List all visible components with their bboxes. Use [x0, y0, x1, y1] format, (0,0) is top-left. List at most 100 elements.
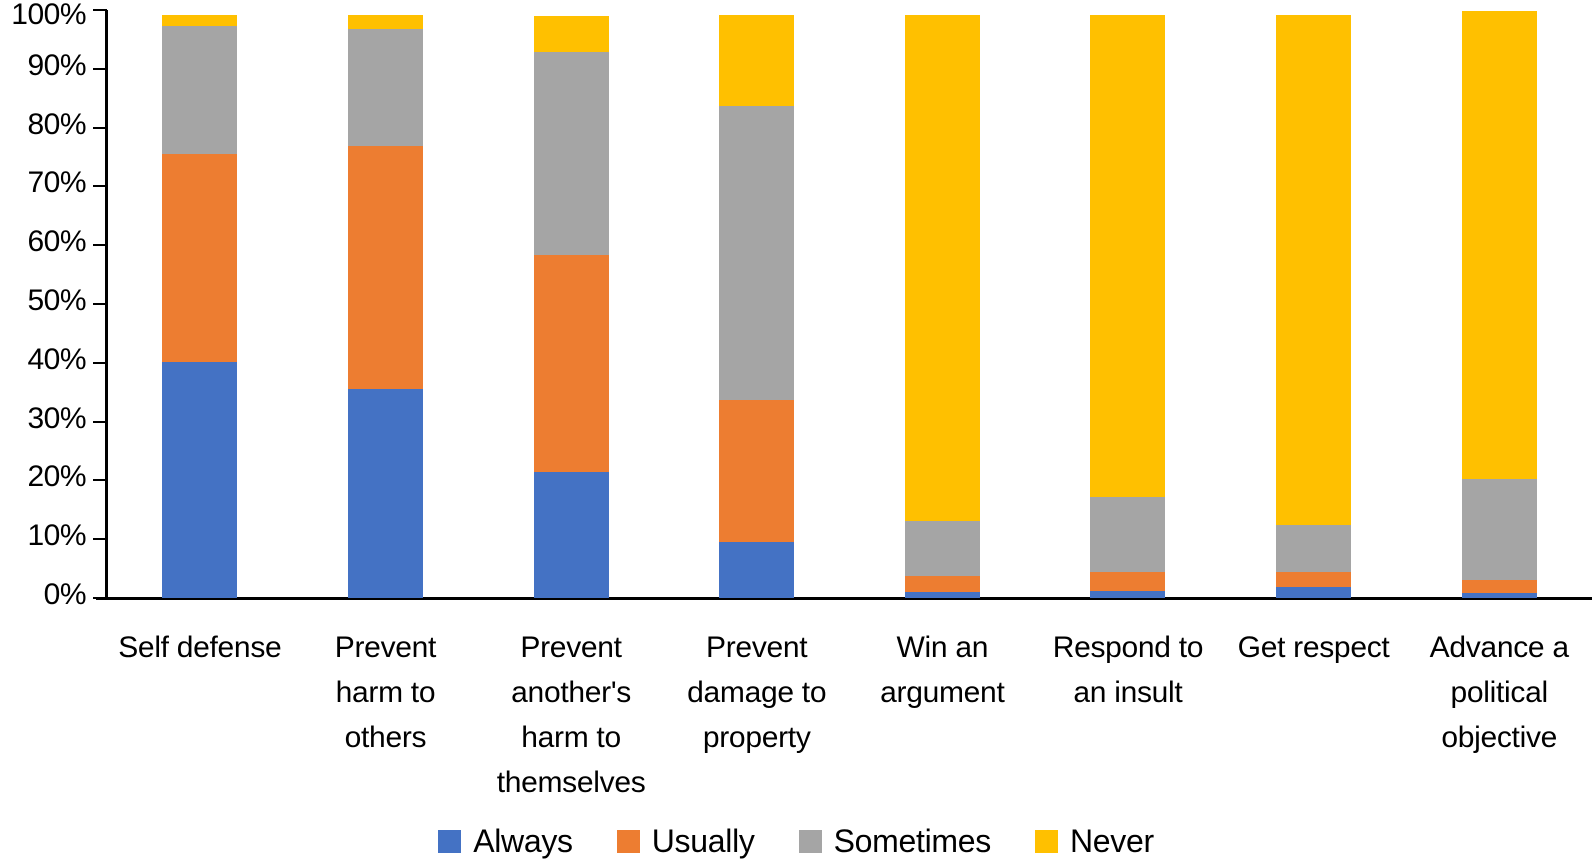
bar-segment-always [347, 388, 423, 598]
x-tick-label-line: Prevent [334, 631, 437, 664]
x-tick-label-self-defense: Self defense [107, 625, 293, 670]
x-tick-label-prevent-harm-to-others: Prevent harm to others [292, 625, 478, 760]
legend-label-never: Never [1069, 823, 1154, 859]
bar-segment-usually [904, 576, 980, 592]
legend-label-sometimes: Sometimes [833, 823, 992, 859]
x-tick-label-line: property [702, 721, 811, 754]
x-tick-label-respond-to-an-insult: Respond to an insult [1035, 625, 1221, 715]
bar-segment-never [162, 14, 238, 27]
y-tick-label: 30% [27, 401, 86, 435]
bar-self-defense [162, 14, 238, 598]
y-tick [93, 303, 107, 305]
bar-segment-always [719, 542, 795, 598]
x-tick-label-line: objective [1441, 721, 1558, 754]
legend: Always Usually Sometimes Never [0, 820, 1592, 862]
legend-item-always: Always [438, 823, 573, 859]
bar-segment-usually [533, 254, 609, 473]
x-tick-label-line: others [344, 721, 427, 754]
bar-segment-always [904, 591, 980, 598]
legend-swatch-sometimes [798, 829, 822, 853]
bar-segment-never [1461, 11, 1537, 479]
legend-label-usually: Usually [651, 823, 755, 859]
bar-segment-usually [1461, 580, 1537, 593]
x-tick-label-line: Prevent [706, 631, 808, 664]
bar-segment-sometimes [347, 29, 423, 146]
bar-win-an-argument [904, 14, 980, 598]
y-axis-line [105, 10, 108, 600]
x-tick-label-line: another's [511, 676, 631, 709]
x-tick-label-line: damage to [687, 676, 827, 709]
bar-segment-never [1090, 14, 1166, 497]
legend-item-usually: Usually [616, 823, 755, 859]
x-tick-label-win-an-argument: Win an argument [849, 625, 1035, 715]
bar-segment-usually [347, 145, 423, 389]
legend-swatch-always [438, 829, 462, 853]
x-tick-label-advance-a-political-objective: Advance a political objective [1406, 625, 1592, 760]
bar-segment-never [1276, 14, 1352, 526]
legend-item-sometimes: Sometimes [798, 823, 992, 859]
bar-segment-sometimes [1090, 496, 1166, 572]
bar-segment-never [347, 15, 423, 30]
y-tick [93, 9, 107, 11]
x-tick-label-line: Win an [896, 631, 989, 664]
bar-segment-usually [1276, 571, 1352, 587]
x-tick-label-line: Get respect [1237, 631, 1390, 664]
bar-segment-sometimes [162, 26, 238, 155]
bar-segment-always [162, 361, 238, 598]
y-tick [93, 244, 107, 247]
y-tick-label: 10% [27, 519, 86, 553]
legend-swatch-never [1034, 829, 1058, 853]
y-tick-label: 40% [27, 342, 86, 376]
bar-get-respect [1276, 14, 1352, 598]
y-tick [93, 185, 107, 188]
x-tick-label-line: an insult [1073, 676, 1183, 709]
x-tick-label-line: Self defense [118, 631, 282, 664]
bar-prevent-harm-to-others [347, 15, 423, 598]
y-tick-label: 0% [43, 578, 87, 611]
y-tick [93, 67, 107, 70]
y-tick-label: 90% [27, 48, 86, 82]
x-tick-label-line: political [1450, 676, 1549, 709]
legend-label-always: Always [473, 823, 573, 859]
bar-segment-always [1461, 592, 1537, 598]
bar-prevent-damage-to-property [719, 14, 795, 598]
bar-segment-sometimes [1276, 525, 1352, 572]
bar-respond-to-an-insult [1090, 14, 1166, 598]
x-tick-label-line: harm to [335, 676, 436, 709]
y-tick [93, 420, 107, 423]
y-tick-label: 60% [27, 225, 86, 259]
bar-segment-always [533, 472, 609, 598]
bar-segment-always [1276, 586, 1352, 598]
y-tick-label: 50% [27, 284, 86, 317]
bar-segment-sometimes [1461, 478, 1537, 581]
y-tick-label: 100% [11, 0, 86, 31]
bar-segment-sometimes [719, 106, 795, 400]
x-tick-label-prevent-damage-to-property: Prevent damage to property [664, 625, 850, 760]
legend-item-never: Never [1034, 823, 1154, 859]
x-tick-label-prevent-another-s-harm-to-themselves: Prevent another's harm to themselves [478, 625, 664, 805]
bar-prevent-another-s-harm-to-themselves [533, 15, 609, 598]
bar-advance-a-political-objective [1461, 11, 1537, 598]
bar-segment-never [904, 14, 980, 521]
x-tick-label-line: themselves [496, 766, 646, 799]
x-tick-label-line: Advance a [1429, 631, 1569, 664]
y-tick-label: 20% [27, 460, 86, 494]
x-tick-label-line: Respond to [1052, 631, 1204, 664]
legend-swatch-usually [616, 829, 640, 853]
bar-segment-usually [719, 399, 795, 543]
y-tick-label: 70% [27, 166, 86, 200]
bar-segment-sometimes [533, 51, 609, 255]
bar-segment-never [719, 14, 795, 107]
bar-segment-never [533, 15, 609, 52]
x-tick-label-line: argument [880, 676, 1005, 709]
y-tick [93, 538, 107, 541]
bar-segment-always [1090, 590, 1166, 598]
x-tick-label-line: Prevent [520, 631, 622, 664]
y-tick [93, 361, 107, 364]
x-tick-label-get-respect: Get respect [1221, 625, 1407, 670]
y-tick-label: 80% [27, 107, 86, 141]
x-tick-label-line: harm to [521, 721, 621, 754]
bar-segment-sometimes [904, 521, 980, 577]
y-tick [93, 126, 107, 129]
